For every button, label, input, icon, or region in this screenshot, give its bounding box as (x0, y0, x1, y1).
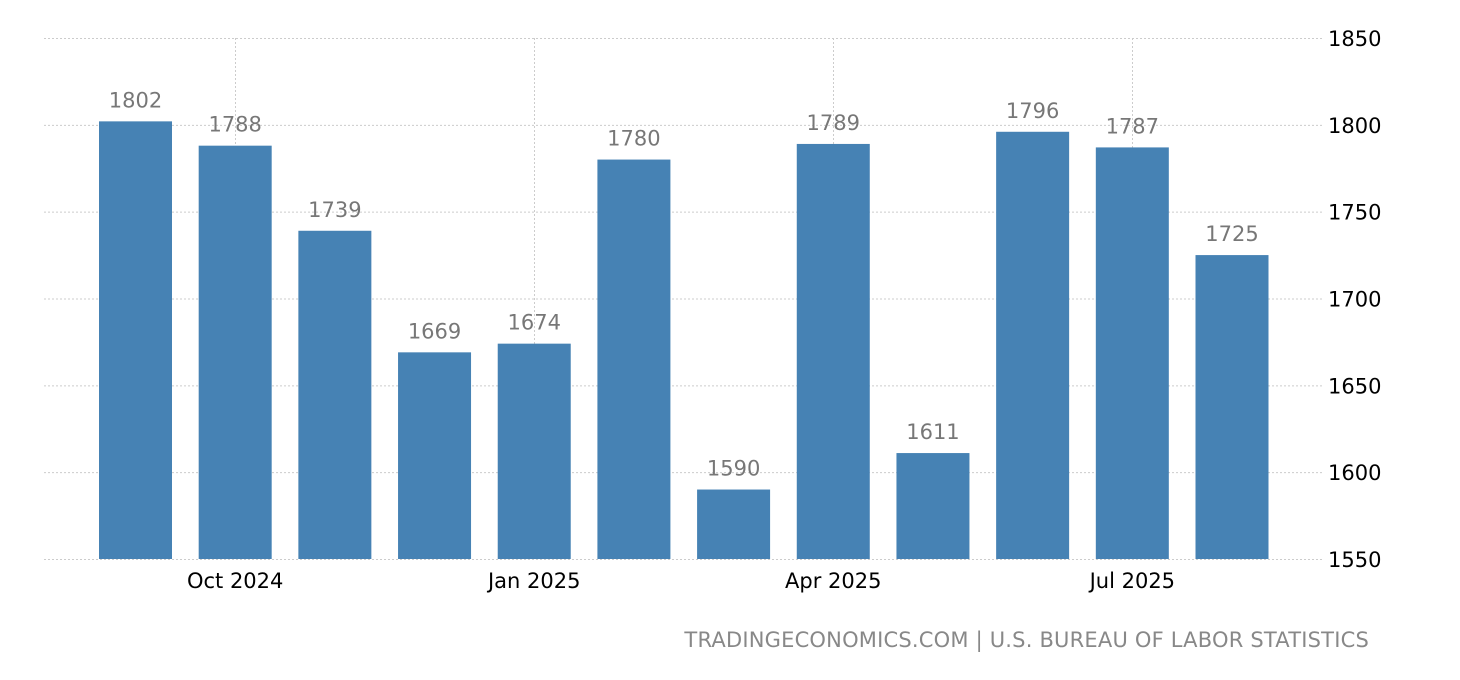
bar (697, 489, 771, 559)
data-label: 1780 (607, 127, 660, 151)
data-label: 1788 (208, 113, 261, 137)
data-label: 1787 (1106, 114, 1159, 138)
y-tick-label: 1750 (1328, 201, 1381, 225)
bar (1095, 147, 1169, 559)
bar (597, 159, 671, 560)
data-label: 1674 (508, 311, 561, 335)
data-label: 1669 (408, 319, 461, 343)
source-caption: TRADINGECONOMICS.COM | U.S. BUREAU OF LA… (684, 628, 1369, 652)
y-tick-label: 1850 (1328, 27, 1381, 51)
data-label: 1590 (707, 457, 760, 481)
data-label: 1802 (109, 88, 162, 112)
y-tick-label: 1700 (1328, 288, 1381, 312)
x-tick-label: Apr 2025 (785, 569, 881, 593)
y-tick-label: 1550 (1328, 548, 1381, 572)
y-tick-label: 1650 (1328, 374, 1381, 398)
bar (896, 453, 970, 559)
bar-chart: 1550 1600 1650 1700 1750 1800 1850 Oct 2024 Jan … (44, 27, 1381, 593)
bar (298, 230, 372, 559)
bar (497, 343, 571, 559)
data-label: 1739 (308, 198, 361, 222)
data-label: 1611 (906, 420, 959, 444)
bar (996, 131, 1070, 559)
y-tick-label: 1600 (1328, 461, 1381, 485)
data-label: 1789 (807, 111, 860, 135)
x-tick-label: Jul 2025 (1088, 569, 1175, 593)
bar (198, 145, 272, 559)
bar (1195, 255, 1269, 560)
data-label: 1796 (1006, 99, 1059, 123)
x-tick-label: Oct 2024 (187, 569, 283, 593)
bar (796, 143, 870, 560)
y-tick-label: 1800 (1328, 114, 1381, 138)
x-tick-label: Jan 2025 (486, 569, 581, 593)
data-label: 1725 (1205, 222, 1258, 246)
bar (99, 121, 172, 560)
bar (398, 352, 472, 559)
